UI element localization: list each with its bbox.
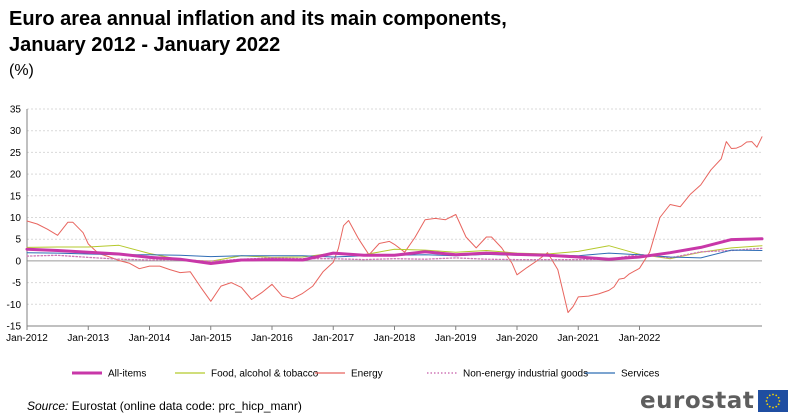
y-tick-label: 5 bbox=[15, 235, 21, 246]
y-tick-label: 25 bbox=[10, 148, 22, 159]
series-line-all-items bbox=[25, 237, 764, 265]
x-tick-label: Jan-2017 bbox=[312, 333, 354, 344]
chart-title: Euro area annual inflation and its main … bbox=[9, 6, 709, 58]
flag-star bbox=[766, 396, 769, 399]
flag-star bbox=[769, 394, 771, 397]
y-tick-label: 10 bbox=[10, 213, 22, 224]
y-tick-label: 30 bbox=[10, 126, 22, 137]
x-tick-label: Jan-2015 bbox=[190, 333, 232, 344]
x-tick-label: Jan-2022 bbox=[619, 333, 661, 344]
flag-star bbox=[769, 405, 771, 408]
y-tick-label: -15 bbox=[7, 322, 22, 333]
flag-star bbox=[772, 393, 775, 396]
series-line-energy bbox=[26, 136, 763, 313]
legend-label: Energy bbox=[351, 369, 383, 380]
source-note: Source: Eurostat (online data code: prc_… bbox=[27, 399, 302, 413]
flag-star bbox=[778, 403, 780, 406]
flag-star bbox=[765, 400, 768, 402]
x-tick-label: Jan-2018 bbox=[374, 333, 416, 344]
legend-label: Food, alcohol & tobacco bbox=[211, 369, 319, 380]
x-tick-label: Jan-2020 bbox=[496, 333, 538, 344]
chart-title-line2: January 2012 - January 2022 bbox=[9, 34, 281, 56]
chart-title-line1: Euro area annual inflation and its main … bbox=[9, 8, 507, 30]
logo-wordmark: eurostat bbox=[640, 388, 755, 414]
flag-star bbox=[775, 394, 778, 397]
eu-flag-icon bbox=[758, 390, 789, 412]
x-tick-label: Jan-2014 bbox=[129, 333, 171, 344]
x-tick-label: Jan-2013 bbox=[67, 333, 109, 344]
x-tick-label: Jan-2016 bbox=[251, 333, 293, 344]
flag-star bbox=[766, 403, 769, 406]
source-text: Eurostat (online data code: prc_hicp_man… bbox=[71, 399, 302, 413]
y-tick-label: 35 bbox=[10, 105, 22, 116]
flag-star bbox=[778, 400, 781, 402]
legend-label: Non-energy industrial goods bbox=[463, 369, 588, 380]
flag-star bbox=[778, 396, 780, 399]
x-tick-label: Jan-2019 bbox=[435, 333, 477, 344]
x-tick-label: Jan-2012 bbox=[6, 333, 48, 344]
y-tick-label: -10 bbox=[7, 300, 22, 311]
y-tick-label: 20 bbox=[10, 170, 22, 181]
eurostat-logo: eurostat bbox=[640, 388, 789, 414]
y-tick-label: 15 bbox=[10, 191, 22, 202]
y-tick-label: -5 bbox=[12, 278, 21, 289]
legend-label: All-items bbox=[108, 369, 146, 380]
legend-label: Services bbox=[621, 369, 659, 380]
y-tick-label: 0 bbox=[15, 256, 21, 267]
x-tick-label: Jan-2021 bbox=[557, 333, 599, 344]
flag-star bbox=[775, 405, 778, 408]
unit-label: (%) bbox=[9, 62, 34, 79]
flag-star bbox=[772, 406, 775, 409]
source-label: Source: bbox=[27, 399, 69, 413]
